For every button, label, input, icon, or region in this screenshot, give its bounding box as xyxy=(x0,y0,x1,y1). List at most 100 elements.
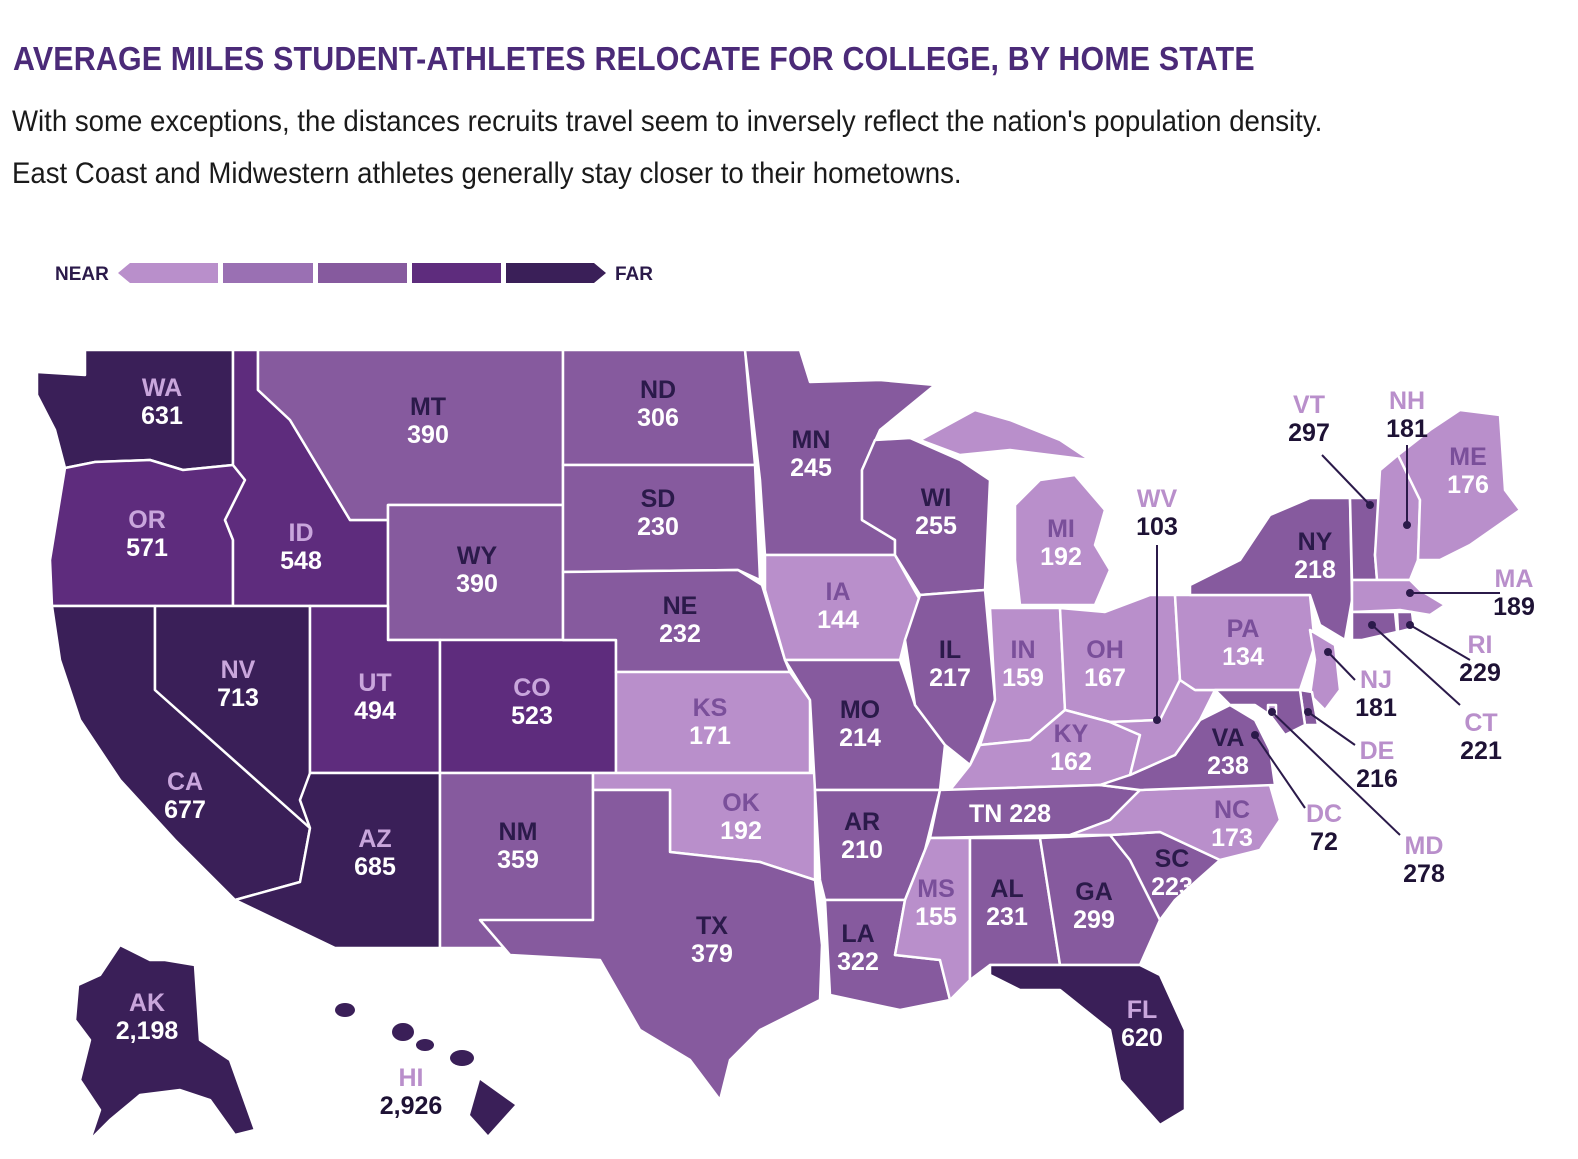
state-miles-sc: 223 xyxy=(1151,873,1193,901)
legend-near-label: NEAR xyxy=(55,264,109,285)
state-abbr-al: AL xyxy=(990,875,1023,903)
state-miles-nv: 713 xyxy=(217,684,259,712)
state-abbr-wa: WA xyxy=(142,374,182,402)
state-MD xyxy=(1213,688,1307,737)
state-WA xyxy=(35,348,235,472)
state-abbr-nc: NC xyxy=(1214,796,1250,824)
state-miles-ny: 218 xyxy=(1294,556,1336,584)
leader-dots xyxy=(1153,501,1414,739)
state-KS xyxy=(614,670,812,775)
state-abbr-wv: WV xyxy=(1137,485,1178,513)
state-FL xyxy=(988,963,1187,1127)
state-WV xyxy=(1108,678,1217,777)
state-SD xyxy=(561,463,762,582)
state-miles-ak: 2,198 xyxy=(116,1017,179,1045)
legend-swatch-3 xyxy=(318,263,407,283)
state-miles-fl: 620 xyxy=(1121,1024,1163,1052)
state-abbr-ia: IA xyxy=(826,578,851,606)
state-abbr-pa: PA xyxy=(1227,615,1260,643)
state-miles-dc: 72 xyxy=(1310,828,1338,856)
state-abbr-md: MD xyxy=(1405,832,1444,860)
state-miles-me: 176 xyxy=(1447,471,1489,499)
state-miles-la: 322 xyxy=(837,948,879,976)
state-miles-tx: 379 xyxy=(691,940,733,968)
state-ME xyxy=(1396,408,1522,562)
state-abbr-ri: RI xyxy=(1468,631,1493,659)
legend: NEAR FAR xyxy=(55,263,653,285)
state-AK xyxy=(73,943,257,1142)
state-abbr-mo: MO xyxy=(840,696,880,724)
state-MI xyxy=(918,408,1092,462)
state-abbr-ms: MS xyxy=(917,875,955,903)
state-miles-wv: 103 xyxy=(1136,513,1178,541)
label-tn: TN 228 xyxy=(969,800,1051,828)
state-miles-va: 238 xyxy=(1207,752,1249,780)
state-abbr-nd: ND xyxy=(640,376,676,404)
state-miles-mo: 214 xyxy=(839,724,881,752)
state-miles-wa: 631 xyxy=(141,402,183,430)
state-abbr-ma: MA xyxy=(1495,565,1534,593)
state-abbr-hi: HI xyxy=(399,1064,424,1092)
state-MO xyxy=(783,658,947,792)
state-NJ xyxy=(1308,628,1342,712)
state-abbr-co: CO xyxy=(513,674,551,702)
state-miles-co: 523 xyxy=(511,702,553,730)
leader-lines xyxy=(1156,445,1500,836)
state-miles-mt: 390 xyxy=(407,421,449,449)
state-miles-de: 216 xyxy=(1356,765,1398,793)
state-miles-ok: 192 xyxy=(720,817,762,845)
subtitle-line-2: East Coast and Midwestern athletes gener… xyxy=(12,157,962,190)
state-miles-ct: 221 xyxy=(1460,737,1502,765)
state-miles-il: 217 xyxy=(929,664,971,692)
state-abbr-me: ME xyxy=(1449,443,1487,471)
state-miles-id: 548 xyxy=(280,547,322,575)
state-abbr-mt: MT xyxy=(410,393,446,421)
state-miles-sd: 230 xyxy=(637,513,679,541)
state-miles-wi: 255 xyxy=(915,512,957,540)
state-abbr-ut: UT xyxy=(358,669,391,697)
state-abbr-il: IL xyxy=(939,636,961,664)
state-miles-pa: 134 xyxy=(1222,643,1264,671)
state-abbr-de: DE xyxy=(1360,737,1395,765)
label-hi: HI2,926 xyxy=(380,1064,443,1120)
map-title: AVERAGE MILES STUDENT-ATHLETES RELOCATE … xyxy=(13,40,1255,77)
label-ak: AK2,198 xyxy=(116,989,179,1045)
state-abbr-ak: AK xyxy=(129,989,165,1017)
state-abbr-nv: NV xyxy=(221,656,256,684)
state-abbr-ks: KS xyxy=(693,694,728,722)
state-miles-in: 159 xyxy=(1002,664,1044,692)
state-abbr-dc: DC xyxy=(1306,800,1342,828)
state-abbr-ky: KY xyxy=(1054,720,1089,748)
state-miles-nj: 181 xyxy=(1355,694,1397,722)
state-abbr-ne: NE xyxy=(663,592,698,620)
state-abbr-sc: SC xyxy=(1155,845,1190,873)
state-abbr-ct: CT xyxy=(1464,709,1497,737)
state-abbr-ny: NY xyxy=(1298,528,1333,556)
state-miles-ma: 189 xyxy=(1493,593,1535,621)
